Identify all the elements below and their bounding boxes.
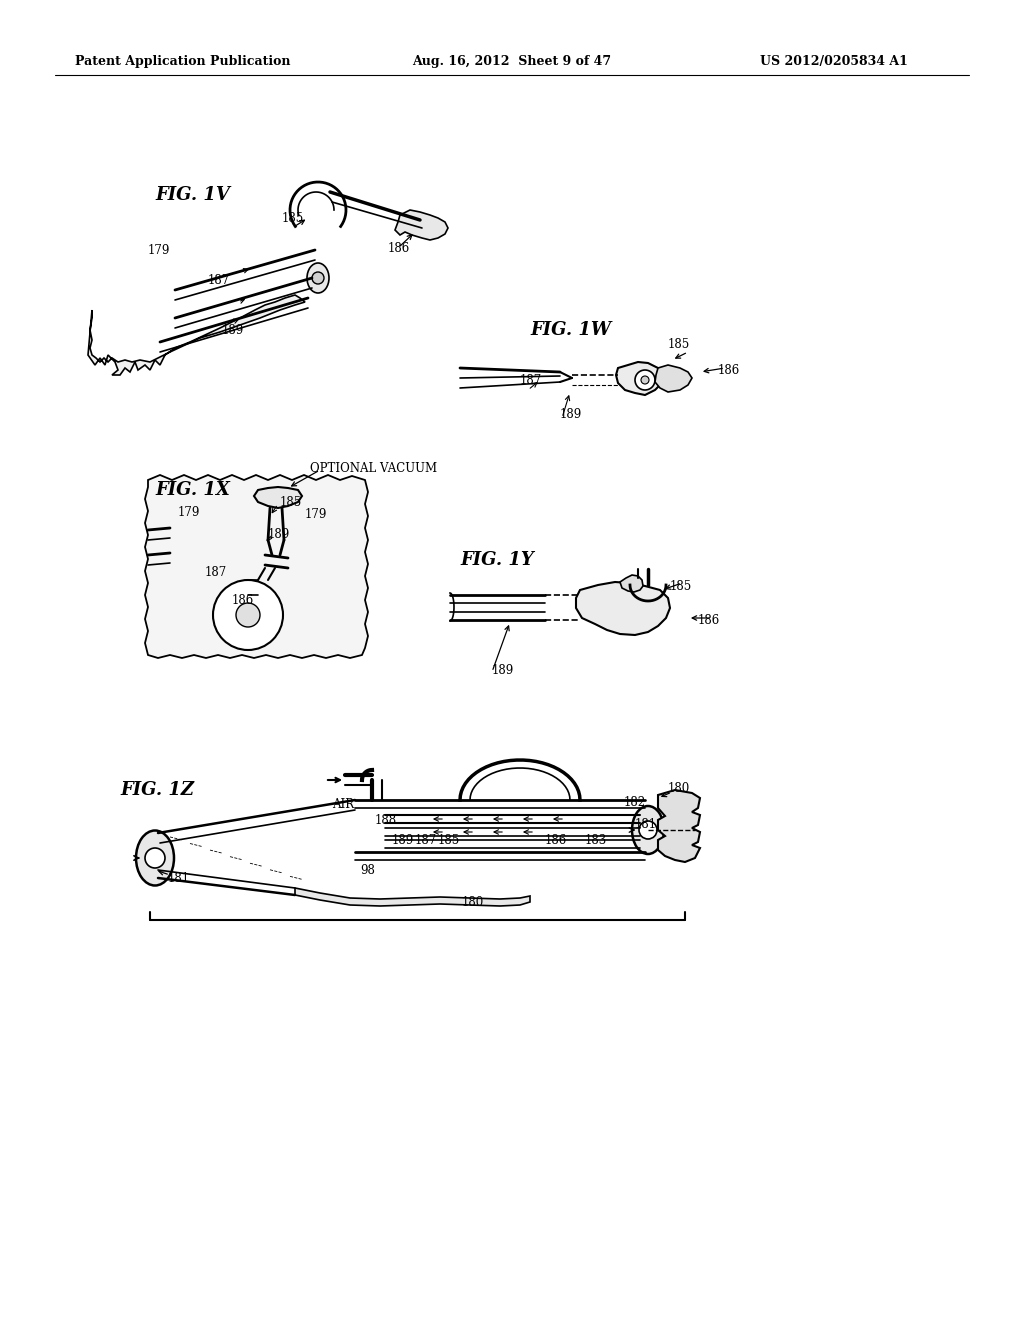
Text: 181: 181: [635, 818, 657, 832]
Text: 189: 189: [268, 528, 290, 541]
Polygon shape: [295, 888, 530, 906]
Text: 187: 187: [520, 374, 543, 387]
Text: 188: 188: [375, 813, 397, 826]
Text: 186: 186: [232, 594, 254, 606]
Text: 189: 189: [392, 833, 415, 846]
Text: 185: 185: [668, 338, 690, 351]
Text: 186: 186: [388, 242, 411, 255]
Text: FIG. 1V: FIG. 1V: [155, 186, 229, 205]
Text: Patent Application Publication: Patent Application Publication: [75, 55, 291, 69]
Circle shape: [639, 821, 657, 840]
Polygon shape: [395, 210, 449, 240]
Polygon shape: [658, 789, 700, 862]
Text: 179: 179: [178, 506, 201, 519]
Circle shape: [635, 370, 655, 389]
Polygon shape: [145, 475, 368, 657]
Text: FIG. 1Y: FIG. 1Y: [460, 550, 534, 569]
Ellipse shape: [136, 830, 174, 886]
Text: 189: 189: [560, 408, 583, 421]
Text: OPTIONAL VACUUM: OPTIONAL VACUUM: [310, 462, 437, 474]
Text: FIG. 1W: FIG. 1W: [530, 321, 611, 339]
Text: 187: 187: [208, 273, 230, 286]
Polygon shape: [655, 366, 692, 392]
Ellipse shape: [307, 263, 329, 293]
Ellipse shape: [632, 807, 664, 854]
Polygon shape: [620, 576, 643, 591]
Circle shape: [213, 579, 283, 649]
Text: 98: 98: [360, 863, 375, 876]
Text: 183: 183: [585, 833, 607, 846]
Text: 186: 186: [545, 833, 567, 846]
Text: 187: 187: [415, 833, 437, 846]
Circle shape: [312, 272, 324, 284]
Text: US 2012/0205834 A1: US 2012/0205834 A1: [760, 55, 908, 69]
Text: 179: 179: [148, 243, 170, 256]
Circle shape: [145, 847, 165, 869]
Circle shape: [236, 603, 260, 627]
Text: FIG. 1X: FIG. 1X: [155, 480, 229, 499]
Polygon shape: [254, 487, 302, 508]
Text: Aug. 16, 2012  Sheet 9 of 47: Aug. 16, 2012 Sheet 9 of 47: [413, 55, 611, 69]
Polygon shape: [88, 294, 305, 375]
Text: 185: 185: [670, 581, 692, 594]
Text: 189: 189: [492, 664, 514, 676]
Text: 179: 179: [305, 508, 328, 521]
Text: 185: 185: [282, 211, 304, 224]
Circle shape: [641, 376, 649, 384]
Text: 186: 186: [698, 614, 720, 627]
Text: 185: 185: [280, 495, 302, 508]
Text: 189: 189: [222, 323, 245, 337]
Text: 185: 185: [438, 833, 460, 846]
Polygon shape: [616, 362, 665, 395]
Text: FIG. 1Z: FIG. 1Z: [120, 781, 194, 799]
Text: 182: 182: [624, 796, 646, 808]
Text: AIR: AIR: [332, 797, 354, 810]
Polygon shape: [575, 582, 670, 635]
Text: 187: 187: [205, 565, 227, 578]
Text: 186: 186: [718, 363, 740, 376]
Text: 180: 180: [462, 895, 484, 908]
Text: 180: 180: [668, 781, 690, 795]
Text: 181: 181: [168, 871, 190, 884]
